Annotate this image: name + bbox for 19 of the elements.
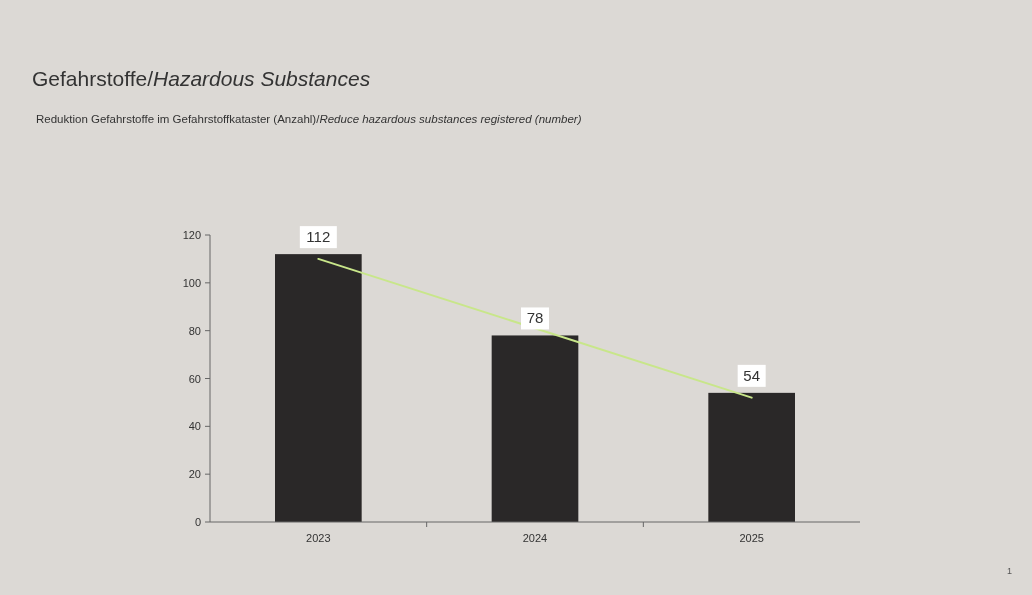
bar xyxy=(491,335,579,522)
y-tick-label: 20 xyxy=(188,468,201,481)
bar xyxy=(275,254,362,522)
y-tick-label: 40 xyxy=(188,420,201,433)
y-tick-label: 80 xyxy=(188,324,201,337)
y-tick-label: 100 xyxy=(182,276,201,289)
data-label: 54 xyxy=(743,366,761,384)
bar xyxy=(708,392,795,522)
y-tick-label: 120 xyxy=(182,229,201,241)
data-label: 78 xyxy=(526,309,544,327)
y-tick-label: 60 xyxy=(188,372,201,385)
x-tick-label: 2024 xyxy=(522,532,548,544)
text: 1 xyxy=(1006,566,1012,576)
data-label: 112 xyxy=(306,228,331,246)
x-tick-label: 2025 xyxy=(739,532,764,544)
chart-title: Gefahrstoffe/Hazardous Substances xyxy=(32,67,371,90)
chart-subtitle: Reduktion Gefahrstoffe im Gefahrstoffkataster (Anzahl)/Reduce hazardous substances registered (number) xyxy=(36,113,582,125)
y-tick-label: 0 xyxy=(194,516,201,528)
x-tick-label: 2023 xyxy=(306,532,331,544)
